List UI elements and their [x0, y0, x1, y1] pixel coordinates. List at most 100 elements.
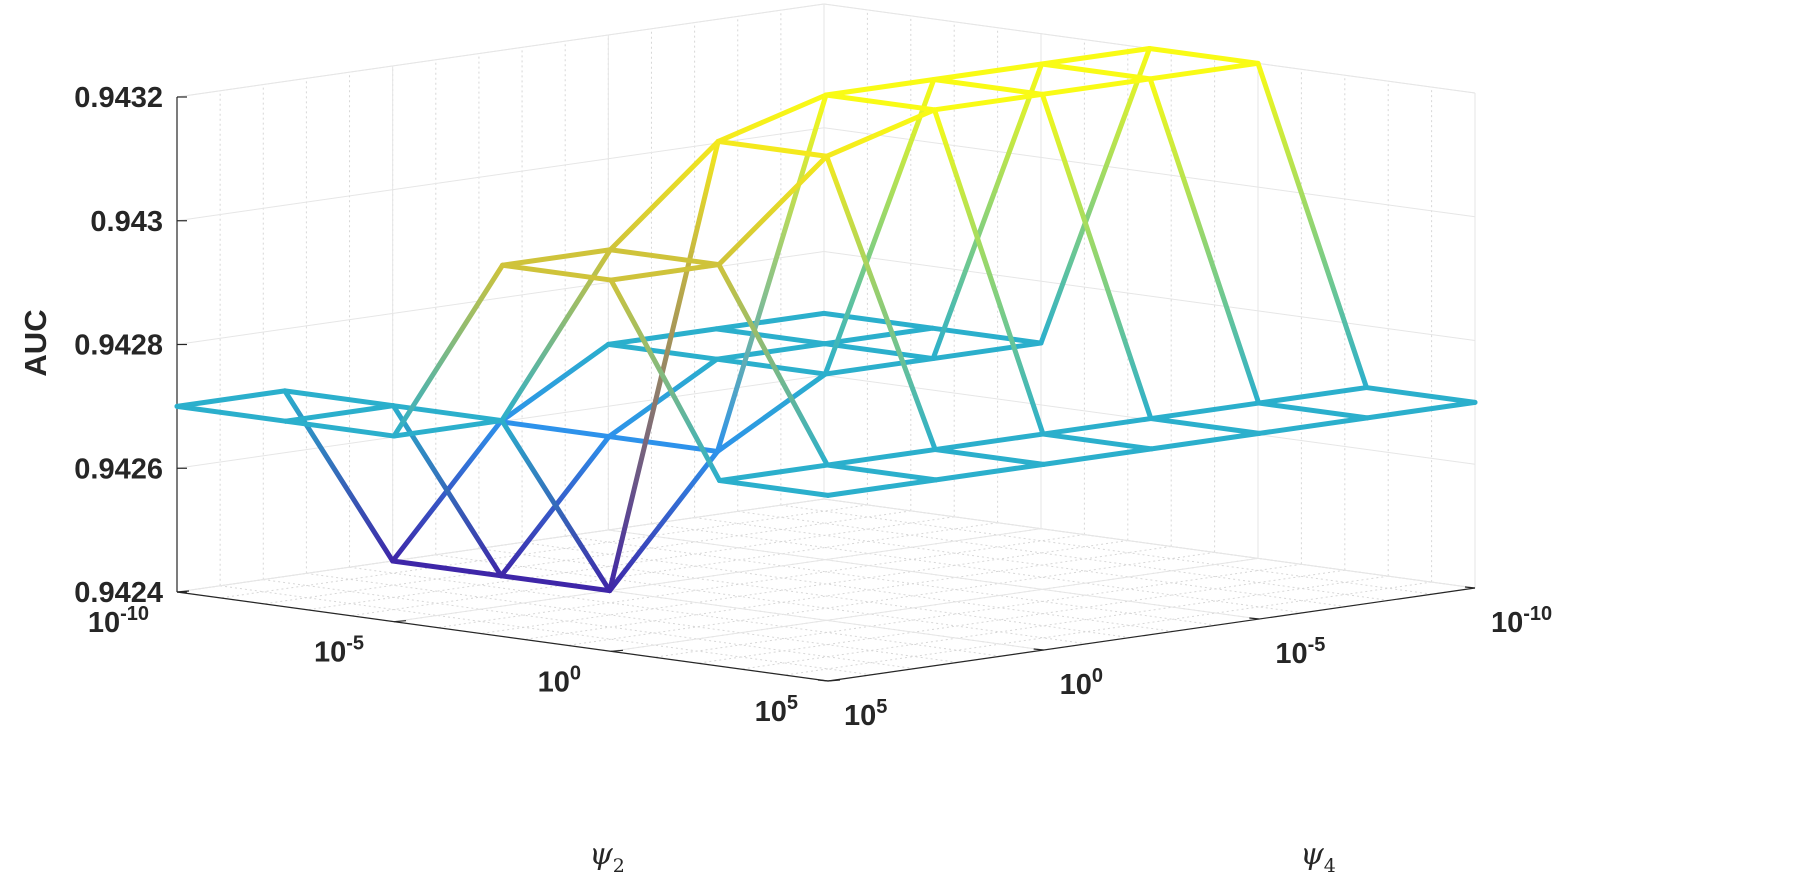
minor-grid-line — [654, 563, 1302, 658]
surface-edge — [931, 61, 1045, 82]
surface-edge — [1147, 60, 1261, 82]
surface-edge — [499, 418, 613, 594]
surface-edge — [716, 153, 830, 268]
surface-mesh — [174, 46, 1478, 594]
x-tick-mark — [393, 620, 407, 623]
surface-edge — [607, 247, 722, 268]
surface-edge — [932, 447, 1047, 467]
z-grid-line — [823, 127, 1476, 218]
surface-edge — [1364, 385, 1478, 405]
surface-edge — [1039, 46, 1152, 67]
x-tick-mark — [827, 679, 841, 682]
surface-edge — [716, 262, 830, 468]
surface-edge — [931, 77, 1045, 97]
surface-edge — [283, 418, 397, 439]
y-tick-label: 100 — [1060, 665, 1103, 701]
surface-edge — [1364, 399, 1478, 421]
surface-edge — [714, 356, 828, 377]
surface-edge — [715, 92, 829, 144]
y-tick-label: 10-10 — [1491, 603, 1552, 639]
surface-edge — [607, 448, 720, 594]
major-grid-line — [610, 557, 1259, 652]
surface-edge — [1256, 385, 1369, 406]
axis-lines — [176, 96, 1476, 682]
surface-edge — [713, 326, 828, 347]
surface-edge — [498, 341, 611, 425]
y-tick-mark — [1249, 617, 1260, 620]
surface-edge — [1149, 430, 1262, 452]
surface-edge — [390, 558, 504, 579]
y-axis-line — [827, 587, 1476, 682]
z-axis-title: AUC — [18, 309, 53, 376]
y-tick-mark — [1464, 586, 1476, 589]
surface-edge — [822, 325, 935, 347]
surface-edge — [390, 403, 504, 579]
z-tick-label: 0.9426 — [74, 453, 163, 485]
z-grid-line — [176, 498, 825, 593]
z-tick-label: 0.943 — [90, 206, 163, 238]
surface-edge — [1039, 61, 1153, 82]
z-tick-label: 0.9424 — [74, 577, 163, 609]
surface-edge — [1147, 46, 1261, 66]
minor-grid-line — [435, 554, 1087, 645]
minor-grid-line — [480, 540, 1128, 635]
surface-edge — [500, 262, 614, 283]
surface-edge — [717, 478, 831, 498]
surface-edge — [606, 434, 720, 454]
axis-labels: 0.9424 0.9426 0.9428 0.943 0.9432 10-10 10-5 10… — [18, 82, 1552, 877]
surface-edge — [1039, 91, 1154, 422]
surface-edge — [930, 61, 1045, 362]
surface-edge — [174, 403, 288, 424]
surface-edge — [174, 388, 288, 409]
minor-grid-line — [263, 579, 915, 670]
minor-grid-line — [437, 534, 1085, 629]
minor-grid-line — [350, 522, 998, 617]
surface-edge — [930, 325, 1044, 346]
x-tick-label: 105 — [755, 692, 798, 728]
y-tick-label: 105 — [844, 696, 887, 732]
x-tick-label: 10-5 — [314, 633, 364, 669]
surface-edge — [391, 262, 505, 439]
surface-edge — [824, 153, 938, 453]
surface-edge — [1038, 46, 1152, 346]
surface-edge — [930, 340, 1044, 362]
surface-edge — [1148, 400, 1262, 422]
surface-edge — [1255, 60, 1369, 391]
minor-grid-line — [567, 551, 1215, 646]
surface-edge — [1256, 415, 1370, 436]
surface-edge — [824, 107, 937, 159]
surface-edge — [1040, 431, 1154, 452]
surface-edge — [282, 388, 396, 564]
surface-edge — [717, 462, 830, 484]
z-tick-label: 0.9432 — [74, 82, 163, 114]
x-tick-mark — [176, 590, 190, 593]
surface-edge — [714, 341, 828, 362]
surface-edge — [1041, 446, 1154, 467]
z-grid-line — [176, 3, 825, 98]
minor-grid-line — [784, 581, 1432, 676]
surface-edge — [822, 341, 936, 362]
surface-edge — [607, 138, 721, 594]
x-tick-mark — [610, 649, 624, 652]
x-tick-label: 100 — [538, 662, 581, 698]
surface-edge — [282, 388, 396, 409]
minor-grid-line — [651, 523, 1303, 614]
surface-edge — [821, 310, 935, 331]
surface-edge — [824, 462, 939, 483]
y-tick-mark — [817, 679, 829, 682]
minor-grid-line — [306, 572, 958, 663]
surface-edge — [932, 107, 1046, 437]
surface-edge — [825, 477, 939, 498]
surface-edge — [605, 341, 720, 362]
z-tick-label: 0.9428 — [74, 330, 163, 362]
surface-edge — [715, 371, 828, 454]
major-grid-line — [393, 528, 1042, 623]
surface-edge — [933, 461, 1047, 483]
y-axis-title: ψ4 — [1300, 837, 1336, 877]
minor-grid-line — [737, 510, 1389, 601]
surface-edge — [1039, 76, 1153, 97]
surface-edge — [607, 138, 721, 253]
y-tick-label: 10-5 — [1275, 634, 1325, 670]
minor-grid-line — [220, 504, 868, 599]
